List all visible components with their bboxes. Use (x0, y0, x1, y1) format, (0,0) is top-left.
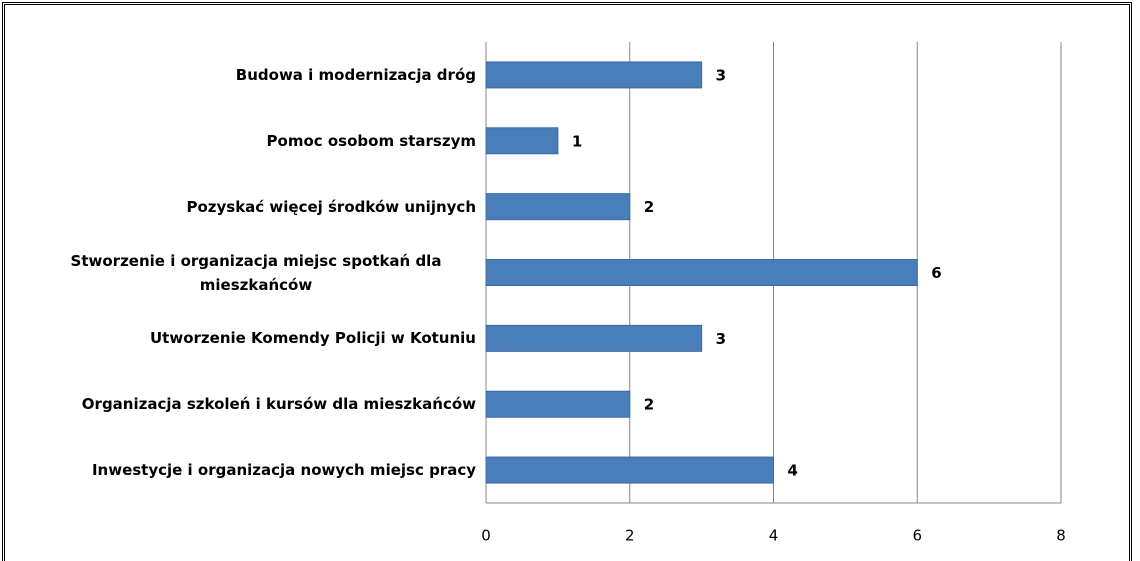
bar (485, 193, 631, 221)
data-label: 6 (931, 264, 941, 282)
category-label-box: Organizacja szkoleń i kursów dla mieszka… (36, 374, 476, 434)
y-tick-label: Stworzenie i organizacja miejsc spotkań … (70, 251, 442, 294)
y-tick-label: Inwestycje i organizacja nowych miejsc p… (91, 461, 476, 480)
x-tick-label: 6 (912, 527, 922, 545)
y-tick-label: Organizacja szkoleń i kursów dla mieszka… (81, 395, 476, 414)
category-label-box: Inwestycje i organizacja nowych miejsc p… (36, 440, 476, 500)
y-tick-label: Utworzenie Komendy Policji w Kotuniu (150, 329, 476, 348)
category-label-box: Utworzenie Komendy Policji w Kotuniu (36, 308, 476, 368)
category-label-box: Stworzenie i organizacja miejsc spotkań … (36, 243, 476, 303)
data-label: 4 (788, 462, 798, 480)
x-tick-label: 0 (481, 527, 491, 545)
category-label-box: Pozyskać więcej środków unijnych (36, 177, 476, 237)
x-tick-label: 8 (1056, 527, 1066, 545)
category-label-box: Pomoc osobom starszym (36, 111, 476, 171)
bar (485, 390, 631, 418)
y-tick-label: Budowa i modernizacja dróg (235, 65, 476, 84)
bar (485, 61, 703, 89)
y-tick-label: Pozyskać więcej środków unijnych (186, 197, 476, 216)
category-label-box: Budowa i modernizacja dróg (36, 45, 476, 105)
y-tick-label: Pomoc osobom starszym (266, 131, 476, 150)
data-label: 2 (644, 396, 654, 414)
data-label: 3 (716, 330, 726, 348)
data-label: 1 (572, 132, 582, 150)
bar (485, 259, 918, 286)
bar (485, 127, 559, 155)
data-label: 3 (716, 66, 726, 84)
x-tick-label: 2 (625, 527, 635, 545)
x-tick-label: 4 (769, 527, 779, 545)
data-label: 2 (644, 198, 654, 216)
bar (485, 456, 774, 484)
bar (485, 324, 703, 352)
